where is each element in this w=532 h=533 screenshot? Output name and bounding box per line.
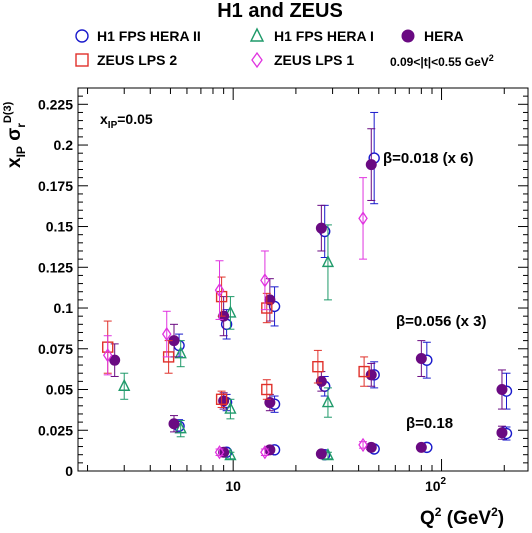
beta-018-annotation: β=0.18 [406, 415, 453, 432]
data-point [315, 448, 327, 460]
legend-label-zeus-lps-1: ZEUS LPS 1 [274, 52, 354, 68]
y-tick-label: 0.075 [38, 341, 73, 357]
legend-marker [75, 53, 89, 67]
data-point [224, 401, 237, 414]
legend-marker [249, 27, 265, 42]
data-point [215, 393, 228, 405]
data-point [496, 384, 508, 396]
data-point [365, 369, 377, 381]
x-tick-label: 10 [225, 478, 241, 494]
y-tick-label: 0.1 [54, 300, 74, 316]
legend-label-zeus-lps-2: ZEUS LPS 2 [97, 52, 177, 68]
data-point [161, 326, 172, 342]
data-point [264, 397, 276, 409]
y-tick-label: 0 [65, 463, 73, 479]
y-tick-label: 0.125 [38, 259, 73, 275]
data-point [321, 254, 335, 268]
legend-marker [75, 29, 89, 43]
legend: H1 FPS HERA II H1 FPS HERA I HERA ZEUS L… [75, 27, 494, 69]
data-marks [102, 111, 513, 461]
data-point [415, 441, 427, 453]
data-point [168, 418, 180, 430]
data-point [315, 222, 327, 234]
x-axis-label: Q2 (GeV2) [420, 505, 504, 529]
data-point [321, 394, 335, 408]
y-tick-label: 0.15 [46, 219, 73, 235]
data-point [365, 441, 377, 453]
y-axis-label: xIP σrD(3) [2, 101, 28, 168]
data-point [224, 305, 237, 318]
data-point [415, 353, 427, 365]
beta-0056-annotation: β=0.056 (x 3) [396, 313, 486, 330]
legend-marker [401, 29, 415, 43]
data-point [261, 383, 273, 396]
t-range-annotation: 0.09<|t|<0.55 GeV2 [390, 53, 494, 69]
y-tick-label: 0.05 [46, 382, 73, 398]
y-tick-label: 0.2 [54, 137, 74, 153]
data-point [261, 302, 273, 314]
data-point [358, 437, 368, 453]
data-point [260, 273, 270, 288]
data-point [315, 375, 327, 387]
data-point [214, 282, 225, 298]
data-point [118, 378, 131, 391]
legend-label-h1-fps-hera-ii: H1 FPS HERA II [97, 28, 201, 44]
x-tick-label: 102 [425, 476, 447, 494]
data-point [365, 159, 377, 171]
data-point [312, 360, 324, 373]
data-point [102, 348, 113, 363]
legend-label-h1-fps-hera-i: H1 FPS HERA I [274, 28, 374, 44]
legend-label-hera: HERA [424, 28, 464, 44]
y-tick-label: 0.175 [38, 178, 73, 194]
series-h1-fps-hera-i [118, 224, 335, 461]
data-point [215, 290, 228, 303]
xip-annotation: xIP=0.05 [100, 111, 153, 131]
series-zeus-lps-1 [102, 177, 368, 460]
legend-marker [251, 51, 263, 69]
data-point [358, 365, 370, 378]
y-tick-label: 0.025 [38, 422, 73, 438]
data-point [358, 211, 368, 226]
y-tick-label: 0.225 [38, 96, 73, 112]
svg-text:xIP σrD(3): xIP σrD(3) [2, 101, 28, 168]
data-point [214, 445, 225, 460]
data-point [496, 427, 508, 439]
data-point [260, 445, 270, 460]
data-point [109, 354, 121, 366]
data-point [174, 421, 187, 434]
axes: 0 0.025 0.05 0.075 0.1 0.125 0.15 0.175 0.2 0.225… [38, 88, 528, 494]
beta-0018-annotation: β=0.018 (x 6) [383, 150, 473, 167]
data-point [264, 444, 276, 456]
plot-frame [77, 87, 529, 472]
chart-title: H1 and ZEUS [217, 0, 343, 22]
series-hera [109, 128, 508, 460]
data-point [174, 346, 187, 359]
